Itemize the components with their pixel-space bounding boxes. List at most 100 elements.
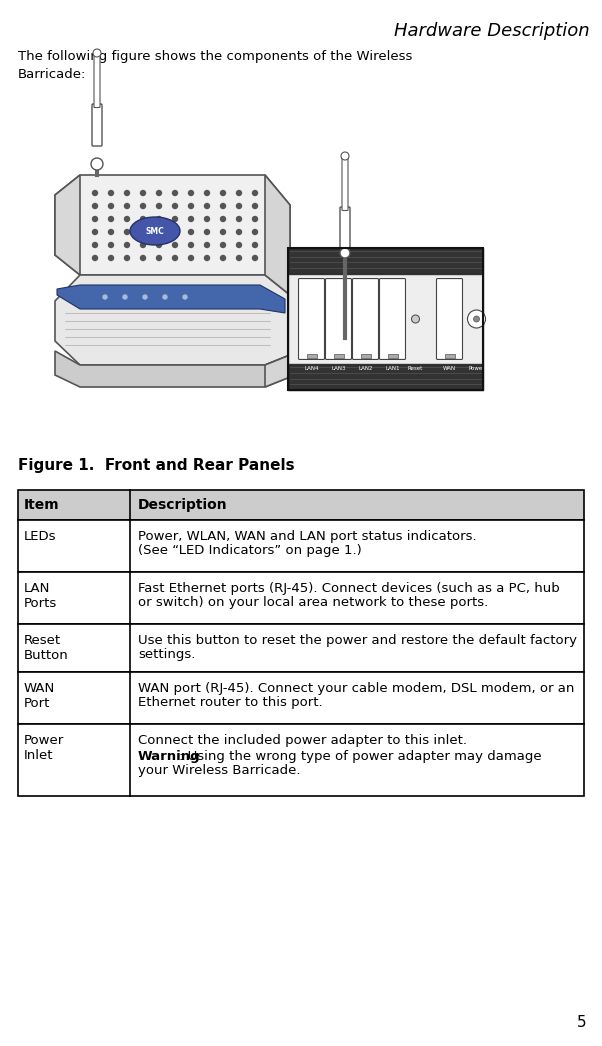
Circle shape [188, 255, 193, 260]
FancyBboxPatch shape [288, 248, 482, 274]
Text: WAN port (RJ-45). Connect your cable modem, DSL modem, or an: WAN port (RJ-45). Connect your cable mod… [138, 682, 574, 695]
Circle shape [205, 217, 209, 222]
Circle shape [237, 255, 241, 260]
Text: LAN4: LAN4 [304, 366, 318, 371]
Polygon shape [265, 175, 290, 387]
Circle shape [220, 229, 226, 234]
Circle shape [474, 316, 480, 322]
Text: Power, WLAN, WAN and LAN port status indicators.: Power, WLAN, WAN and LAN port status ind… [138, 530, 477, 543]
FancyBboxPatch shape [92, 104, 102, 146]
Circle shape [188, 190, 193, 196]
Circle shape [173, 217, 178, 222]
FancyBboxPatch shape [379, 278, 406, 360]
Text: (See “LED Indicators” on page 1.): (See “LED Indicators” on page 1.) [138, 544, 362, 558]
FancyBboxPatch shape [334, 355, 344, 359]
Circle shape [157, 190, 161, 196]
Circle shape [237, 217, 241, 222]
Text: LAN1: LAN1 [385, 366, 400, 371]
FancyBboxPatch shape [353, 278, 379, 360]
Circle shape [340, 248, 350, 258]
Circle shape [412, 315, 420, 323]
Circle shape [173, 204, 178, 208]
Circle shape [220, 243, 226, 248]
Circle shape [252, 229, 258, 234]
Text: Ethernet router to this port.: Ethernet router to this port. [138, 696, 323, 709]
Circle shape [157, 217, 161, 222]
FancyBboxPatch shape [388, 355, 397, 359]
Circle shape [125, 229, 129, 234]
Text: 5: 5 [576, 1015, 586, 1030]
Circle shape [93, 229, 98, 234]
Text: Figure 1.  Front and Rear Panels: Figure 1. Front and Rear Panels [18, 458, 294, 473]
Circle shape [173, 229, 178, 234]
Circle shape [157, 243, 161, 248]
Text: The following figure shows the components of the Wireless: The following figure shows the component… [18, 50, 412, 63]
Text: Use this button to reset the power and restore the default factory: Use this button to reset the power and r… [138, 634, 577, 647]
Circle shape [93, 243, 98, 248]
Circle shape [163, 295, 167, 299]
FancyBboxPatch shape [18, 672, 584, 724]
FancyBboxPatch shape [342, 158, 348, 210]
Text: or switch) on your local area network to these ports.: or switch) on your local area network to… [138, 596, 488, 609]
FancyBboxPatch shape [444, 355, 455, 359]
Text: LAN
Ports: LAN Ports [24, 582, 57, 610]
FancyBboxPatch shape [18, 572, 584, 624]
Circle shape [140, 255, 146, 260]
Text: Power: Power [468, 366, 485, 371]
Circle shape [123, 295, 127, 299]
FancyBboxPatch shape [94, 54, 100, 108]
Text: LEDs: LEDs [24, 530, 57, 543]
FancyBboxPatch shape [306, 355, 317, 359]
Circle shape [237, 243, 241, 248]
Circle shape [220, 204, 226, 208]
Circle shape [173, 190, 178, 196]
Circle shape [188, 229, 193, 234]
Text: : Using the wrong type of power adapter may damage: : Using the wrong type of power adapter … [179, 750, 541, 763]
Circle shape [93, 49, 101, 56]
Circle shape [237, 190, 241, 196]
Circle shape [108, 243, 114, 248]
Circle shape [108, 255, 114, 260]
Circle shape [108, 204, 114, 208]
Circle shape [205, 229, 209, 234]
Circle shape [468, 310, 485, 328]
Polygon shape [55, 175, 80, 275]
FancyBboxPatch shape [18, 624, 584, 672]
Polygon shape [55, 175, 290, 275]
Circle shape [143, 295, 147, 299]
Circle shape [140, 190, 146, 196]
Circle shape [91, 158, 103, 170]
FancyBboxPatch shape [18, 520, 584, 572]
Circle shape [252, 204, 258, 208]
Circle shape [125, 243, 129, 248]
Text: Item: Item [24, 498, 60, 511]
FancyBboxPatch shape [340, 207, 350, 249]
Circle shape [157, 229, 161, 234]
FancyBboxPatch shape [326, 278, 352, 360]
Circle shape [93, 217, 98, 222]
Circle shape [341, 152, 349, 160]
Circle shape [125, 217, 129, 222]
Circle shape [183, 295, 187, 299]
Text: Reset
Button: Reset Button [24, 634, 69, 662]
Circle shape [252, 190, 258, 196]
Polygon shape [57, 285, 285, 313]
Text: Barricade:: Barricade: [18, 68, 86, 81]
Circle shape [125, 255, 129, 260]
Text: your Wireless Barricade.: your Wireless Barricade. [138, 764, 300, 777]
Circle shape [140, 243, 146, 248]
Circle shape [157, 204, 161, 208]
Text: Hardware Description: Hardware Description [394, 22, 590, 40]
Text: Description: Description [138, 498, 228, 511]
Circle shape [140, 217, 146, 222]
FancyBboxPatch shape [299, 278, 324, 360]
Circle shape [205, 255, 209, 260]
FancyBboxPatch shape [361, 355, 370, 359]
Circle shape [140, 229, 146, 234]
Text: Power
Inlet: Power Inlet [24, 734, 64, 761]
Circle shape [188, 204, 193, 208]
FancyBboxPatch shape [436, 278, 462, 360]
Circle shape [220, 255, 226, 260]
Circle shape [252, 255, 258, 260]
Text: Connect the included power adapter to this inlet.: Connect the included power adapter to th… [138, 734, 467, 747]
